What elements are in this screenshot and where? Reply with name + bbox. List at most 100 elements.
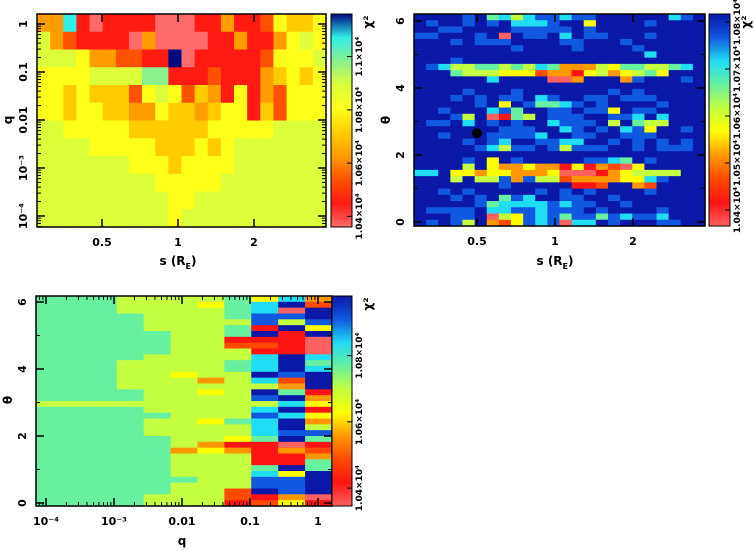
heatmap-cell [692,51,706,59]
heatmap-cell [474,113,488,121]
heatmap-cell [438,63,451,71]
heatmap-cell [36,301,64,309]
heatmap-cell [116,348,145,355]
heatmap-cell [498,194,512,202]
heatmap-cell [523,14,536,21]
heatmap-cell [234,138,248,157]
heatmap-cell [89,120,104,139]
heatmap-cell [644,144,658,152]
heatmap-cell [462,157,476,165]
heatmap-cell [102,120,117,139]
heatmap-cell [474,45,488,53]
heatmap-cell [559,45,573,53]
heatmap-cells [414,14,706,227]
heatmap-cell [656,26,670,34]
heatmap-cell [547,95,561,102]
heatmap-cell [63,67,78,86]
heatmap-cell [197,319,225,326]
heatmap-cell [251,331,279,338]
heatmap-cell [511,144,524,152]
heatmap-cell [278,406,306,414]
heatmap-cell [197,494,225,501]
heatmap-cell [595,82,609,90]
heatmap-cell [680,219,694,227]
heatmap-cell [194,85,209,104]
heatmap-cell [462,14,476,21]
heatmap-cell [116,383,145,390]
heatmap-cell [620,76,633,84]
heatmap-cell [498,120,512,127]
heatmap-cell [511,182,524,190]
heatmap-cell [498,113,512,121]
heatmap-cell [595,157,609,165]
heatmap-cell [559,95,573,102]
heatmap-cell [426,70,439,77]
heatmap-cell [89,366,118,373]
heatmap-cell [474,163,488,171]
heatmap-cell [194,156,209,175]
heatmap-cell [620,101,633,109]
heatmap-cell [656,95,670,102]
heatmap-cell [608,82,621,90]
heatmap-cell [595,70,609,77]
heatmap-cell [62,395,91,402]
heatmap-cell [305,377,333,385]
heatmap-cell [278,307,306,315]
heatmap-cell [414,169,427,177]
heatmap-cell [474,32,488,40]
heatmap-cell [692,213,706,221]
heatmap-cell [668,70,682,77]
heatmap-cell [692,26,706,34]
heatmap-cell [426,188,439,196]
heatmap-cell [197,412,225,420]
heatmap-cell [220,173,235,193]
heatmap-cell [668,151,682,159]
heatmap-cell [251,459,279,466]
heatmap-cell [450,151,464,159]
heatmap-cell [115,156,130,175]
heatmap-cell [76,191,91,210]
heatmap-cell [181,14,196,33]
heatmap-cell [668,176,682,183]
y-axis-title: θ [1,396,15,404]
heatmap-cell [632,219,645,227]
heatmap-cell [197,482,225,490]
heatmap-cell [36,494,64,501]
heatmap-cell [438,188,451,196]
heatmap-cell [535,207,548,215]
colorbar-tick-label: 1.1×10⁴ [355,37,365,77]
heatmap-cell [438,26,451,34]
heatmap-cell [197,401,225,408]
heatmap-cell [128,156,143,175]
heatmap-cell [89,31,104,51]
heatmap-cell [559,201,573,208]
heatmap-cell [116,354,145,361]
heatmap-cell [181,138,196,157]
heatmap-cell [523,57,536,65]
heatmap-cell [523,157,536,165]
heatmap-cell [273,85,288,104]
heatmap-cell [486,132,500,140]
heatmap-cell [595,101,609,109]
heatmap-cell [62,418,91,425]
heatmap-cell [523,63,536,71]
heatmap-cell [438,38,451,46]
heatmap-cell [608,113,621,121]
heatmap-cell [583,201,597,208]
heatmap-cell [535,120,548,127]
heatmap-cell [656,82,670,90]
heatmap-cell [680,207,694,215]
colorbar-title: χ² [361,16,375,29]
heatmap-cell [608,70,621,77]
heatmap-cell [692,132,706,140]
heatmap-cell [143,383,172,390]
heatmap-cell [251,325,279,332]
heatmap-cell [115,49,130,68]
heatmap-cell [692,107,706,115]
heatmap-cell [414,32,427,40]
heatmap-cell [523,38,536,46]
heatmap-cell [680,188,694,196]
heatmap-cell [251,360,279,367]
heatmap-cell [170,354,199,361]
